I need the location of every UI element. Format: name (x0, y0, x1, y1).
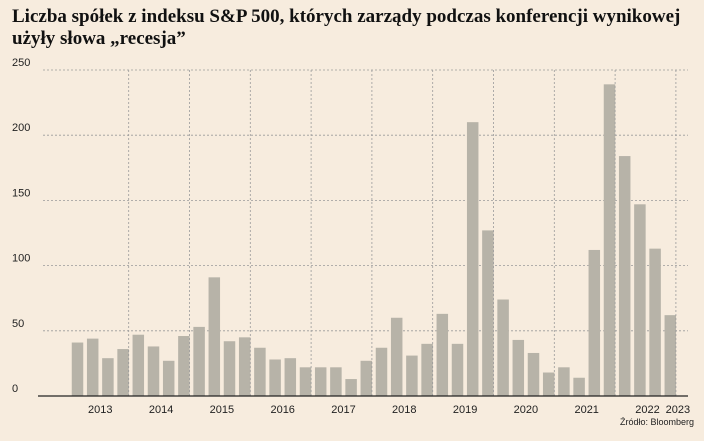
bar (102, 358, 114, 396)
bar (497, 299, 509, 396)
bar (147, 346, 160, 396)
x-tick-label: 2022 (635, 404, 659, 416)
bar (178, 336, 190, 396)
bar (254, 347, 266, 396)
bar (542, 372, 555, 396)
bar (238, 337, 251, 396)
y-tick-label: 100 (12, 253, 30, 265)
bar (345, 379, 357, 396)
x-tick-label: 2023 (666, 404, 690, 416)
bar (603, 84, 616, 397)
bar (208, 277, 221, 396)
x-tick-label: 2016 (270, 404, 294, 416)
bar (451, 343, 464, 396)
bar (466, 122, 479, 396)
x-tick-label: 2021 (574, 404, 598, 416)
bar (193, 326, 205, 396)
bar (162, 360, 175, 396)
y-tick-label: 0 (12, 383, 18, 395)
bar (406, 355, 418, 396)
bar (269, 359, 281, 396)
y-tick-label: 50 (12, 318, 24, 330)
x-tick-label: 2013 (88, 404, 112, 416)
bars (71, 84, 677, 397)
x-tick-label: 2020 (514, 404, 538, 416)
bar (588, 249, 601, 396)
bar (634, 204, 646, 396)
bar (618, 156, 631, 396)
x-tick-label: 2018 (392, 404, 416, 416)
bar (421, 343, 433, 396)
bar (223, 341, 236, 396)
chart-title: Liczba spółek z indeksu S&P 500, których… (12, 6, 681, 49)
bar (390, 317, 403, 396)
y-tick-label: 200 (12, 122, 30, 134)
bar (117, 349, 129, 396)
bar (436, 313, 449, 396)
bar (314, 367, 327, 396)
bar (71, 342, 84, 396)
x-tick-label: 2014 (149, 404, 173, 416)
bar (330, 367, 342, 396)
y-axis-labels: 0 50 100 150 200 250 (12, 57, 30, 395)
bar (375, 347, 388, 396)
bar (482, 230, 494, 396)
bar (649, 248, 661, 396)
bar (558, 367, 570, 396)
bar (527, 352, 540, 396)
source-note: Źródło: Bloomberg (619, 417, 694, 427)
x-axis-labels: 2013 2014 2015 2016 2017 2018 2019 2020 2021 2022… (88, 404, 690, 416)
bar (360, 360, 373, 396)
bar (664, 315, 677, 396)
bar (299, 367, 312, 396)
bar (132, 334, 145, 396)
bar (284, 358, 297, 396)
x-tick-label: 2017 (331, 404, 355, 416)
gridlines (43, 69, 688, 332)
bar (86, 338, 99, 396)
y-tick-label: 250 (12, 57, 30, 69)
bar (573, 377, 585, 396)
bar (512, 339, 525, 396)
x-tick-label: 2015 (210, 404, 234, 416)
y-tick-label: 150 (12, 187, 30, 199)
x-tick-label: 2019 (453, 404, 477, 416)
